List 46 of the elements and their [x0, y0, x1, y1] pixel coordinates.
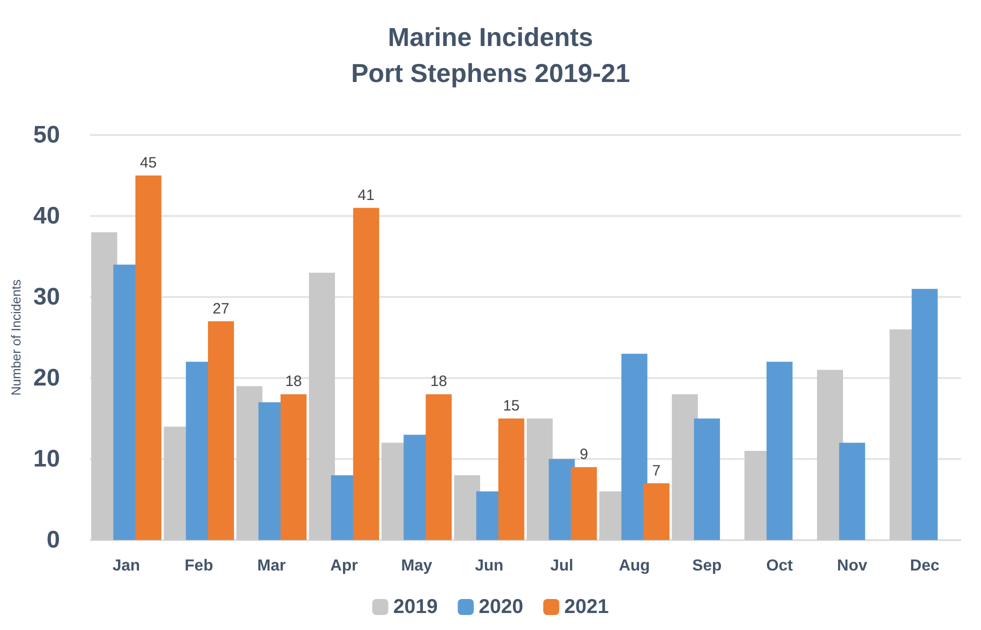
bar — [498, 418, 524, 540]
x-tick-label: Mar — [257, 558, 286, 574]
bar — [839, 442, 866, 540]
bar — [353, 208, 380, 540]
data-label: 18 — [285, 373, 302, 390]
x-tick-label: Nov — [837, 558, 868, 574]
data-label: 41 — [358, 186, 374, 204]
bar — [570, 467, 597, 540]
x-tick-label: Aug — [618, 558, 650, 574]
x-tick-label: Jul — [550, 558, 574, 574]
bar — [280, 394, 307, 540]
bar — [643, 483, 670, 540]
data-label: 7 — [652, 462, 661, 480]
bar — [766, 362, 793, 540]
legend-label: 2021 — [564, 596, 609, 618]
bar — [694, 418, 720, 540]
x-tick-label: Jun — [474, 558, 504, 574]
y-tick-label: 20 — [33, 364, 60, 392]
x-tick-label: Dec — [910, 558, 940, 574]
data-label: 15 — [502, 398, 520, 414]
bar — [817, 370, 844, 540]
chart-title: Marine Incidents Port Stephens 2019-21 — [351, 22, 630, 88]
y-tick-label: 30 — [33, 284, 60, 310]
data-label: 27 — [212, 300, 230, 318]
y-tick-label: 0 — [46, 526, 60, 554]
bar — [308, 272, 335, 540]
data-label: 45 — [140, 154, 157, 172]
data-label: 18 — [430, 373, 448, 390]
x-tick-label: May — [401, 558, 432, 574]
y-axis-title: Number of Incidents — [8, 278, 24, 396]
y-tick-label: 40 — [33, 202, 60, 230]
bar — [426, 394, 452, 540]
x-tick-label: Oct — [766, 558, 794, 574]
legend-label: 2019 — [393, 596, 438, 618]
y-tick-label: 10 — [33, 446, 60, 472]
x-tick-label: Jan — [112, 558, 140, 574]
data-label: 9 — [580, 446, 588, 464]
bar — [621, 354, 648, 540]
bar — [912, 288, 938, 540]
x-tick-label: Sep — [692, 558, 722, 574]
legend-label: 2020 — [478, 596, 524, 618]
y-tick-label: 50 — [33, 122, 60, 148]
x-tick-label: Apr — [330, 558, 358, 574]
bar — [135, 176, 162, 540]
bar — [208, 321, 234, 540]
x-tick-label: Feb — [184, 558, 214, 574]
